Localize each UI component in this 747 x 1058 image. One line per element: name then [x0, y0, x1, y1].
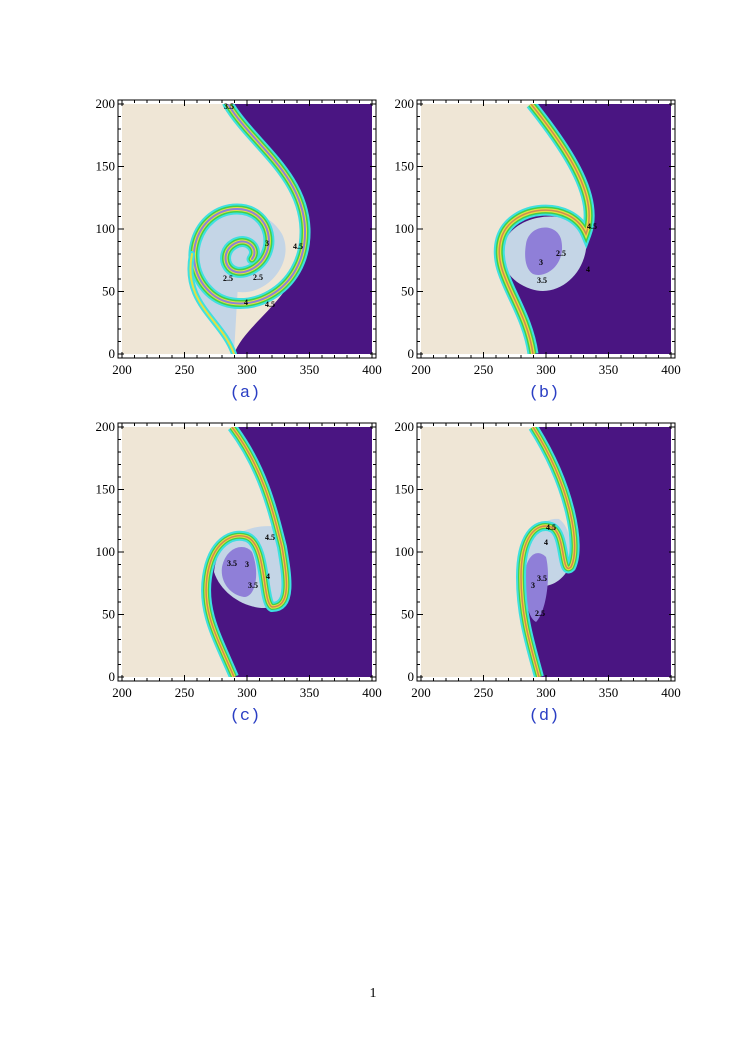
page-number: 1	[370, 986, 377, 1001]
x-tick-label: 350	[599, 362, 619, 377]
x-tick-label: 400	[362, 685, 382, 700]
x-tick-label: 350	[300, 362, 320, 377]
x-tick-label: 400	[661, 362, 681, 377]
contour-label: 4.5	[587, 222, 597, 231]
contour-label: 3	[245, 560, 249, 569]
contour-label: 4	[266, 572, 270, 581]
x-tick-label: 200	[411, 685, 431, 700]
x-tick-label: 200	[112, 685, 132, 700]
y-tick-label: 100	[395, 221, 415, 236]
y-tick-label: 200	[395, 419, 415, 434]
contour-label: 2.5	[556, 249, 566, 258]
contour-label: 3.5	[248, 581, 258, 590]
contour-label: 3	[539, 258, 543, 267]
contour-plot	[122, 427, 372, 677]
contour-label: 2.5	[223, 274, 233, 283]
contour-label: 3	[531, 581, 535, 590]
x-tick-label: 250	[175, 685, 195, 700]
panel-caption: (b)	[529, 384, 560, 403]
y-tick-label: 0	[109, 346, 116, 361]
y-tick-label: 0	[408, 669, 415, 684]
contour-label: 4	[586, 265, 590, 274]
panel-caption: (a)	[230, 384, 261, 403]
y-tick-label: 100	[96, 221, 116, 236]
y-tick-label: 0	[408, 346, 415, 361]
x-tick-label: 300	[536, 362, 556, 377]
contour-label: 4.5	[546, 523, 556, 532]
contour-plot	[421, 427, 671, 677]
x-tick-label: 350	[300, 685, 320, 700]
contour-label: 4	[244, 298, 248, 307]
contour-label: 4	[544, 538, 548, 547]
y-tick-label: 200	[96, 96, 116, 111]
x-tick-label: 200	[112, 362, 132, 377]
contour-label: 3.5	[224, 102, 234, 111]
y-tick-label: 150	[96, 159, 116, 174]
contour-plot	[421, 104, 671, 354]
contour-plot	[122, 104, 372, 354]
x-tick-label: 400	[661, 685, 681, 700]
panel-caption: (d)	[529, 707, 560, 726]
x-tick-label: 300	[536, 685, 556, 700]
contour-label: 3.5	[537, 574, 547, 583]
contour-label: 2.5	[253, 273, 263, 282]
y-tick-label: 150	[96, 482, 116, 497]
y-tick-label: 50	[401, 607, 414, 622]
y-tick-label: 150	[395, 159, 415, 174]
y-tick-label: 50	[102, 607, 115, 622]
y-tick-label: 100	[395, 544, 415, 559]
x-tick-label: 300	[237, 685, 257, 700]
contour-label: 4.5	[293, 242, 303, 251]
contour-label: 3	[265, 239, 269, 248]
x-tick-label: 250	[474, 685, 494, 700]
x-tick-label: 200	[411, 362, 431, 377]
y-tick-label: 200	[395, 96, 415, 111]
y-tick-label: 200	[96, 419, 116, 434]
y-tick-label: 150	[395, 482, 415, 497]
contour-label: 3.5	[227, 559, 237, 568]
x-tick-label: 350	[599, 685, 619, 700]
panel-caption: (c)	[230, 707, 261, 726]
contour-label: 4.5	[265, 533, 275, 542]
y-tick-label: 0	[109, 669, 116, 684]
contour-label: 2.5	[535, 609, 545, 618]
x-tick-label: 300	[237, 362, 257, 377]
x-tick-label: 250	[474, 362, 494, 377]
y-tick-label: 50	[102, 284, 115, 299]
contour-label: 3.5	[537, 276, 547, 285]
y-tick-label: 100	[96, 544, 116, 559]
contour-label: 4.5	[265, 300, 275, 309]
x-tick-label: 250	[175, 362, 195, 377]
x-tick-label: 400	[362, 362, 382, 377]
y-tick-label: 50	[401, 284, 414, 299]
